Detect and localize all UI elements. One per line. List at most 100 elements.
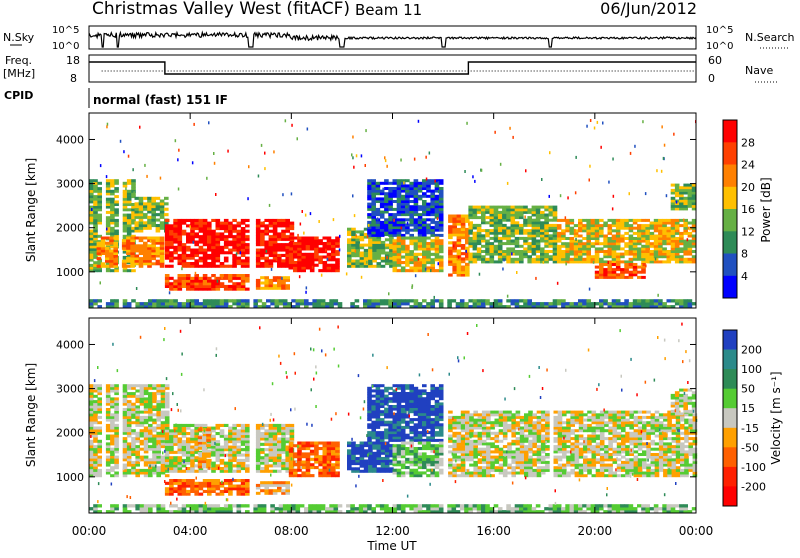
data-cell (232, 274, 237, 277)
data-cell (347, 265, 352, 268)
data-cell (169, 429, 174, 432)
data-cell (430, 242, 435, 245)
data-cell (553, 229, 558, 232)
data-cell (616, 242, 621, 245)
data-cell (301, 461, 306, 464)
data-cell (612, 268, 617, 271)
data-cell (202, 465, 207, 468)
data-cell (371, 229, 376, 232)
data-cell (401, 434, 406, 437)
data-cell (620, 276, 625, 279)
data-cell (260, 224, 265, 227)
data-cell (372, 462, 377, 465)
speckle-point (500, 163, 502, 166)
data-cell (301, 452, 306, 455)
data-cell (190, 219, 195, 222)
data-cell (401, 200, 406, 203)
data-cell (388, 429, 393, 432)
data-cell (574, 260, 579, 263)
data-cell (147, 244, 152, 247)
data-cell (498, 240, 503, 243)
data-cell (662, 255, 667, 258)
data-cell (211, 451, 216, 454)
data-cell (106, 448, 111, 451)
data-cell (297, 250, 302, 253)
data-cell (260, 232, 265, 235)
data-cell (351, 462, 356, 465)
data-cell (565, 227, 570, 230)
data-cell (371, 436, 376, 439)
data-cell (122, 262, 127, 265)
data-cell (371, 426, 376, 429)
data-cell (89, 440, 94, 443)
data-cell (113, 249, 118, 252)
data-cell (426, 187, 431, 190)
data-cell (224, 259, 229, 262)
data-cell (430, 192, 435, 195)
data-cell (468, 253, 473, 256)
data-cell (629, 273, 634, 276)
data-cell (93, 230, 98, 233)
y-tick-label: 4000 (56, 133, 84, 146)
data-cell (147, 210, 152, 213)
data-cell (277, 432, 282, 435)
data-cell (232, 257, 237, 260)
data-cell (360, 236, 365, 239)
data-cell (364, 265, 369, 268)
speckle-point (382, 188, 384, 191)
data-cell (135, 210, 140, 213)
data-cell (570, 219, 575, 222)
data-cell (273, 424, 278, 427)
data-cell (355, 299, 360, 302)
data-cell (224, 435, 229, 438)
data-cell (269, 282, 274, 285)
data-cell (140, 421, 145, 424)
data-cell (123, 208, 128, 211)
data-cell (277, 232, 282, 235)
data-cell (130, 262, 135, 265)
data-cell (405, 397, 410, 400)
data-cell (211, 262, 216, 265)
data-cell (608, 247, 613, 250)
data-cell (256, 464, 261, 467)
data-cell (127, 232, 132, 235)
data-cell (126, 242, 131, 245)
data-cell (557, 247, 562, 250)
data-cell (281, 424, 286, 427)
data-cell (182, 454, 187, 457)
data-cell (216, 254, 221, 257)
data-cell (114, 208, 119, 211)
data-cell (93, 419, 98, 422)
data-cell (376, 387, 381, 390)
data-cell (671, 227, 676, 230)
data-cell (300, 302, 305, 305)
data-cell (335, 266, 340, 269)
data-cell (367, 413, 372, 416)
data-cell (405, 423, 410, 426)
data-cell (264, 219, 269, 222)
data-cell (156, 400, 161, 403)
speckle-point (177, 158, 179, 161)
data-cell (245, 246, 250, 249)
data-cell (485, 234, 490, 237)
data-cell (544, 260, 549, 263)
data-cell (426, 237, 431, 240)
data-cell (135, 419, 140, 422)
data-cell (89, 259, 94, 262)
data-cell (519, 216, 524, 219)
data-cell (89, 464, 94, 467)
data-cell (414, 426, 419, 429)
data-cell (347, 228, 352, 231)
data-cell (376, 229, 381, 232)
speckle-point (353, 166, 355, 169)
data-cell (457, 266, 462, 269)
data-cell (435, 211, 440, 214)
data-cell (683, 205, 688, 208)
data-cell (414, 418, 419, 421)
data-cell (612, 222, 617, 225)
data-cell (397, 197, 402, 200)
data-cell (616, 266, 621, 269)
data-cell (511, 216, 516, 219)
cpid-text: normal (fast) 151 IF (93, 93, 228, 107)
data-cell (198, 457, 203, 460)
